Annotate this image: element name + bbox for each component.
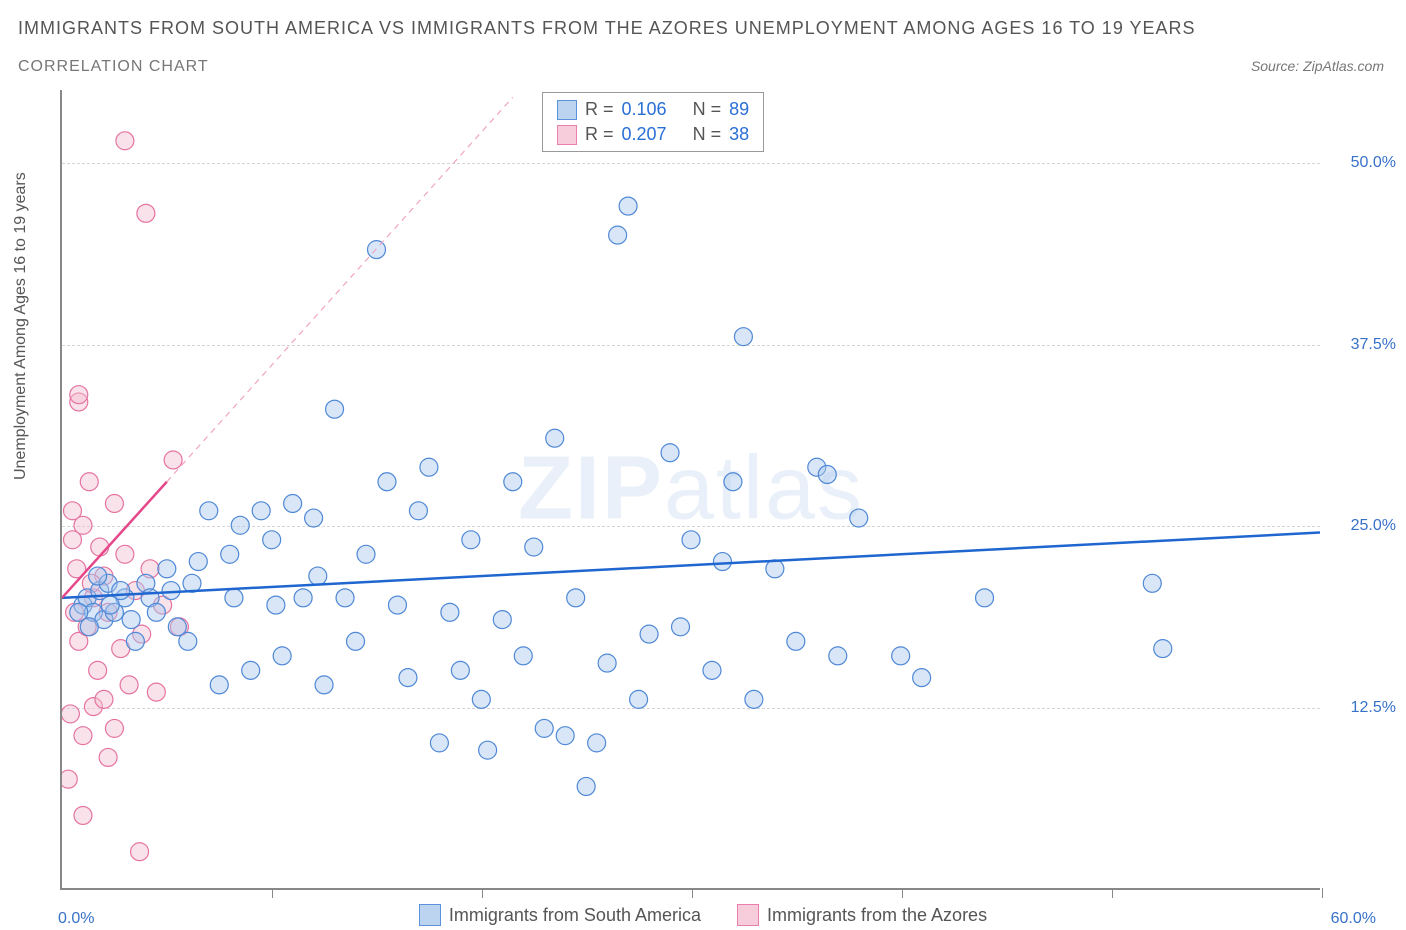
stats-r-label: R = xyxy=(585,99,614,120)
stats-swatch-series-0 xyxy=(557,100,577,120)
stats-row-series-0: R = 0.106 N = 89 xyxy=(557,97,749,122)
y-tick-label: 25.0% xyxy=(1351,517,1396,535)
y-tick-label: 50.0% xyxy=(1351,154,1396,172)
legend-swatch-1 xyxy=(737,904,759,926)
y-axis-label: Unemployment Among Ages 16 to 19 years xyxy=(12,172,30,480)
legend-swatch-0 xyxy=(419,904,441,926)
legend-label-0: Immigrants from South America xyxy=(449,905,701,926)
watermark: ZIPatlas xyxy=(518,438,864,541)
watermark-light: atlas xyxy=(664,439,864,539)
stats-row-series-1: R = 0.207 N = 38 xyxy=(557,122,749,147)
legend-label-1: Immigrants from the Azores xyxy=(767,905,987,926)
legend-item-1: Immigrants from the Azores xyxy=(737,904,987,926)
stats-n-value-1: 38 xyxy=(729,124,749,145)
legend: Immigrants from South America Immigrants… xyxy=(0,904,1406,926)
scatter-svg xyxy=(62,90,1320,888)
stats-r-value-0: 0.106 xyxy=(622,99,667,120)
stats-n-label: N = xyxy=(693,99,722,120)
stats-n-value-0: 89 xyxy=(729,99,749,120)
stats-r-label: R = xyxy=(585,124,614,145)
stats-n-label: N = xyxy=(693,124,722,145)
stats-r-value-1: 0.207 xyxy=(622,124,667,145)
y-tick-label: 37.5% xyxy=(1351,336,1396,354)
plot-area: ZIPatlas R = 0.106 N = 89 R = 0.207 N = … xyxy=(60,90,1320,890)
chart-subtitle: CORRELATION CHART xyxy=(18,58,209,76)
source-attribution: Source: ZipAtlas.com xyxy=(1251,58,1384,74)
stats-swatch-series-1 xyxy=(557,125,577,145)
watermark-bold: ZIP xyxy=(518,439,664,539)
stats-box: R = 0.106 N = 89 R = 0.207 N = 38 xyxy=(542,92,764,152)
chart-title: IMMIGRANTS FROM SOUTH AMERICA VS IMMIGRA… xyxy=(18,18,1196,39)
legend-item-0: Immigrants from South America xyxy=(419,904,701,926)
y-tick-label: 12.5% xyxy=(1351,699,1396,717)
